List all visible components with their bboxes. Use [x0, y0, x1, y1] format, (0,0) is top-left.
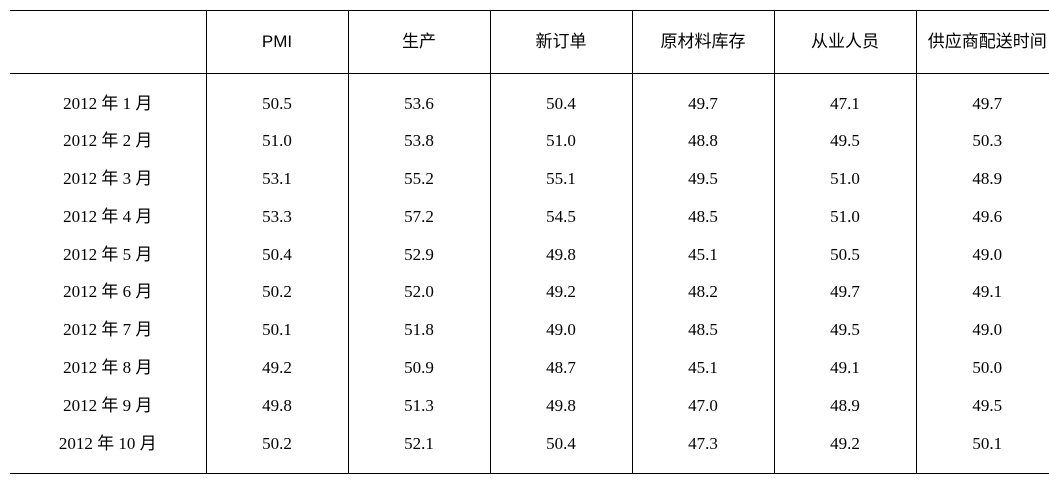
- cell-pmi: 51.0: [206, 122, 348, 160]
- cell-production: 52.0: [348, 273, 490, 311]
- cell-production: 53.6: [348, 73, 490, 122]
- cell-supplier_delivery: 49.6: [916, 198, 1049, 236]
- cell-period: 2012 年 7 月: [10, 311, 206, 349]
- table-body: 2012 年 1 月50.553.650.449.747.149.72012 年…: [10, 73, 1049, 474]
- table-row: 2012 年 9 月49.851.349.847.048.949.5: [10, 387, 1049, 425]
- cell-production: 55.2: [348, 160, 490, 198]
- cell-pmi: 49.8: [206, 387, 348, 425]
- cell-new_orders: 49.0: [490, 311, 632, 349]
- table-row: 2012 年 4 月53.357.254.548.551.049.6: [10, 198, 1049, 236]
- table-row: 2012 年 8 月49.250.948.745.149.150.0: [10, 349, 1049, 387]
- cell-employees: 49.2: [774, 425, 916, 474]
- cell-employees: 50.5: [774, 236, 916, 274]
- cell-period: 2012 年 6 月: [10, 273, 206, 311]
- cell-supplier_delivery: 49.5: [916, 387, 1049, 425]
- cell-period: 2012 年 8 月: [10, 349, 206, 387]
- cell-raw_material: 49.7: [632, 73, 774, 122]
- cell-employees: 49.1: [774, 349, 916, 387]
- cell-period: 2012 年 4 月: [10, 198, 206, 236]
- header-row: PMI 生产 新订单 原材料库存 从业人员 供应商配送时间: [10, 11, 1049, 74]
- table-row: 2012 年 1 月50.553.650.449.747.149.7: [10, 73, 1049, 122]
- cell-production: 51.3: [348, 387, 490, 425]
- cell-raw_material: 48.8: [632, 122, 774, 160]
- header-pmi: PMI: [206, 11, 348, 74]
- cell-supplier_delivery: 49.1: [916, 273, 1049, 311]
- cell-raw_material: 47.3: [632, 425, 774, 474]
- cell-new_orders: 54.5: [490, 198, 632, 236]
- cell-pmi: 49.2: [206, 349, 348, 387]
- cell-supplier_delivery: 50.3: [916, 122, 1049, 160]
- cell-supplier_delivery: 50.0: [916, 349, 1049, 387]
- cell-new_orders: 50.4: [490, 425, 632, 474]
- cell-pmi: 50.1: [206, 311, 348, 349]
- cell-supplier_delivery: 49.7: [916, 73, 1049, 122]
- cell-supplier_delivery: 49.0: [916, 236, 1049, 274]
- cell-period: 2012 年 9 月: [10, 387, 206, 425]
- cell-raw_material: 47.0: [632, 387, 774, 425]
- cell-pmi: 50.2: [206, 273, 348, 311]
- table-row: 2012 年 10 月50.252.150.447.349.250.1: [10, 425, 1049, 474]
- cell-period: 2012 年 3 月: [10, 160, 206, 198]
- cell-pmi: 53.1: [206, 160, 348, 198]
- table-row: 2012 年 3 月53.155.255.149.551.048.9: [10, 160, 1049, 198]
- cell-production: 50.9: [348, 349, 490, 387]
- cell-employees: 49.7: [774, 273, 916, 311]
- cell-pmi: 50.4: [206, 236, 348, 274]
- cell-production: 52.1: [348, 425, 490, 474]
- cell-raw_material: 48.5: [632, 311, 774, 349]
- cell-raw_material: 48.2: [632, 273, 774, 311]
- header-period: [10, 11, 206, 74]
- cell-period: 2012 年 2 月: [10, 122, 206, 160]
- cell-pmi: 50.5: [206, 73, 348, 122]
- header-production: 生产: [348, 11, 490, 74]
- cell-employees: 51.0: [774, 160, 916, 198]
- cell-new_orders: 50.4: [490, 73, 632, 122]
- cell-production: 53.8: [348, 122, 490, 160]
- cell-employees: 47.1: [774, 73, 916, 122]
- table-row: 2012 年 5 月50.452.949.845.150.549.0: [10, 236, 1049, 274]
- table-header: PMI 生产 新订单 原材料库存 从业人员 供应商配送时间: [10, 11, 1049, 74]
- table-row: 2012 年 2 月51.053.851.048.849.550.3: [10, 122, 1049, 160]
- cell-pmi: 53.3: [206, 198, 348, 236]
- cell-raw_material: 45.1: [632, 349, 774, 387]
- cell-new_orders: 49.8: [490, 387, 632, 425]
- cell-employees: 48.9: [774, 387, 916, 425]
- header-new-orders: 新订单: [490, 11, 632, 74]
- cell-production: 51.8: [348, 311, 490, 349]
- cell-supplier_delivery: 48.9: [916, 160, 1049, 198]
- cell-raw_material: 48.5: [632, 198, 774, 236]
- cell-raw_material: 45.1: [632, 236, 774, 274]
- cell-pmi: 50.2: [206, 425, 348, 474]
- cell-new_orders: 51.0: [490, 122, 632, 160]
- header-raw-material: 原材料库存: [632, 11, 774, 74]
- cell-new_orders: 49.2: [490, 273, 632, 311]
- cell-new_orders: 48.7: [490, 349, 632, 387]
- table-row: 2012 年 7 月50.151.849.048.549.549.0: [10, 311, 1049, 349]
- cell-employees: 49.5: [774, 311, 916, 349]
- cell-supplier_delivery: 49.0: [916, 311, 1049, 349]
- cell-production: 57.2: [348, 198, 490, 236]
- table-row: 2012 年 6 月50.252.049.248.249.749.1: [10, 273, 1049, 311]
- cell-period: 2012 年 5 月: [10, 236, 206, 274]
- cell-new_orders: 49.8: [490, 236, 632, 274]
- cell-period: 2012 年 1 月: [10, 73, 206, 122]
- header-employees: 从业人员: [774, 11, 916, 74]
- cell-supplier_delivery: 50.1: [916, 425, 1049, 474]
- cell-employees: 51.0: [774, 198, 916, 236]
- header-supplier-delivery: 供应商配送时间: [916, 11, 1049, 74]
- cell-production: 52.9: [348, 236, 490, 274]
- cell-period: 2012 年 10 月: [10, 425, 206, 474]
- cell-raw_material: 49.5: [632, 160, 774, 198]
- cell-employees: 49.5: [774, 122, 916, 160]
- cell-new_orders: 55.1: [490, 160, 632, 198]
- pmi-data-table: PMI 生产 新订单 原材料库存 从业人员 供应商配送时间 2012 年 1 月…: [10, 10, 1049, 474]
